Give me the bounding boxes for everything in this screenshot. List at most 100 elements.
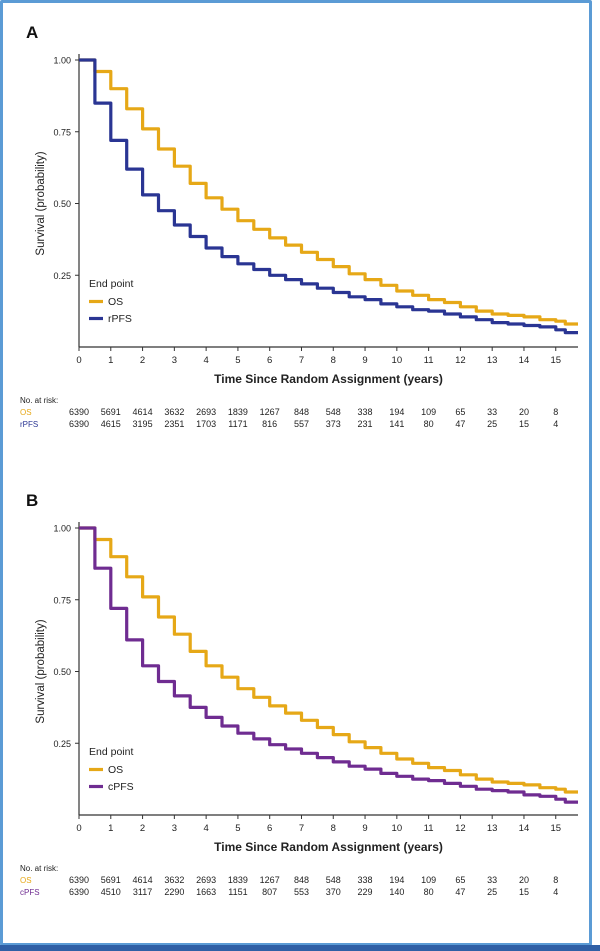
at-risk-value: 5691 — [101, 407, 121, 417]
x-tick-label: 12 — [455, 355, 466, 366]
at-risk-value: 80 — [424, 419, 434, 429]
at-risk-value: 194 — [389, 407, 404, 417]
at-risk-value: 20 — [519, 407, 529, 417]
at-risk-value: 548 — [326, 407, 341, 417]
x-tick-label: 4 — [203, 355, 208, 366]
x-tick-label: 15 — [550, 823, 561, 834]
at-risk-row-label: OS — [20, 408, 32, 417]
at-risk-value: 3632 — [164, 875, 184, 885]
x-tick-label: 10 — [392, 355, 403, 366]
at-risk-value: 1171 — [228, 419, 247, 429]
x-tick-label: 1 — [108, 355, 113, 366]
at-risk-value: 3195 — [133, 419, 153, 429]
y-axis-label: Survival (probability) — [35, 151, 47, 255]
legend-label-os: OS — [108, 296, 123, 308]
y-tick-label: 0.50 — [53, 667, 71, 677]
at-risk-value: 1663 — [196, 887, 216, 897]
x-tick-label: 0 — [76, 355, 81, 366]
x-tick-label: 13 — [487, 355, 498, 366]
y-tick-label: 1.00 — [53, 524, 71, 534]
at-risk-value: 4615 — [101, 419, 121, 429]
x-axis-label: Time Since Random Assignment (years) — [214, 840, 443, 854]
at-risk-value: 2351 — [164, 419, 184, 429]
y-tick-label: 1.00 — [53, 56, 71, 66]
x-tick-label: 5 — [235, 355, 240, 366]
at-risk-value: 6390 — [69, 419, 89, 429]
x-tick-label: 12 — [455, 823, 466, 834]
x-tick-label: 8 — [331, 355, 336, 366]
at-risk-title: No. at risk: — [20, 864, 58, 873]
at-risk-value: 4 — [553, 887, 558, 897]
at-risk-value: 229 — [358, 887, 373, 897]
at-risk-value: 109 — [421, 407, 436, 417]
series-line-cpfs — [79, 526, 578, 804]
x-tick-label: 3 — [172, 823, 177, 834]
x-axis-label: Time Since Random Assignment (years) — [214, 372, 443, 386]
at-risk-value: 3117 — [133, 887, 152, 897]
series-line-os — [79, 526, 578, 794]
at-risk-value: 6390 — [69, 875, 89, 885]
at-risk-value: 338 — [358, 875, 373, 885]
x-tick-label: 6 — [267, 355, 272, 366]
series-line-rpfs — [79, 58, 578, 335]
at-risk-value: 33 — [487, 407, 497, 417]
at-risk-value: 1839 — [228, 875, 248, 885]
x-tick-label: 9 — [362, 355, 367, 366]
at-risk-value: 1151 — [228, 887, 247, 897]
legend-title: End point — [89, 746, 133, 758]
at-risk-value: 1839 — [228, 407, 248, 417]
at-risk-value: 557 — [294, 419, 309, 429]
x-tick-label: 7 — [299, 823, 304, 834]
at-risk-value: 548 — [326, 875, 341, 885]
at-risk-value: 20 — [519, 875, 529, 885]
panel-a: A 1.00 0.75 0.50 0.25 0 1 2 3 4 5 6 7 8 9 10 11 12 13 14 15 T… — [0, 0, 600, 470]
y-tick-label: 0.25 — [53, 739, 71, 749]
at-risk-value: 47 — [455, 419, 465, 429]
x-tick-label: 11 — [424, 823, 434, 834]
at-risk-value: 4614 — [133, 407, 153, 417]
at-risk-value: 816 — [262, 419, 277, 429]
legend-label-cpfs: cPFS — [108, 781, 134, 793]
at-risk-value: 80 — [424, 887, 434, 897]
at-risk-value: 4 — [553, 419, 558, 429]
panel-letter: A — [26, 23, 38, 42]
x-tick-label: 4 — [203, 823, 208, 834]
y-tick-label: 0.75 — [53, 595, 71, 605]
x-tick-label: 6 — [267, 823, 272, 834]
at-risk-value: 6390 — [69, 407, 89, 417]
bottom-border — [0, 945, 600, 951]
at-risk-value: 1703 — [196, 419, 216, 429]
x-tick-label: 3 — [172, 355, 177, 366]
x-tick-label: 10 — [392, 823, 403, 834]
at-risk-row-label: rPFS — [20, 420, 38, 429]
x-tick-label: 2 — [140, 823, 145, 834]
at-risk-value: 140 — [389, 887, 404, 897]
panel-letter: B — [26, 491, 38, 510]
at-risk-value: 2693 — [196, 875, 216, 885]
x-tick-label: 9 — [362, 823, 367, 834]
at-risk-value: 338 — [358, 407, 373, 417]
at-risk-value: 231 — [358, 419, 373, 429]
at-risk-value: 8 — [553, 407, 558, 417]
at-risk-value: 194 — [389, 875, 404, 885]
at-risk-value: 25 — [487, 419, 497, 429]
at-risk-value: 553 — [294, 887, 309, 897]
x-tick-label: 2 — [140, 355, 145, 366]
at-risk-value: 65 — [455, 407, 465, 417]
x-tick-label: 13 — [487, 823, 498, 834]
panel-b: B 1.00 0.75 0.50 0.25 0 1 2 3 4 5 6 7 8 9 10 11 12 13 14 15 T… — [0, 468, 600, 938]
y-tick-label: 0.25 — [53, 271, 71, 281]
at-risk-value: 15 — [519, 887, 529, 897]
at-risk-value: 8 — [553, 875, 558, 885]
km-chart-b: B1.000.750.500.250 1 2 3 4 5 6 7 8 9 10 11 12 13 14 15T… — [20, 491, 578, 897]
at-risk-value: 3632 — [164, 407, 184, 417]
at-risk-value: 109 — [421, 875, 436, 885]
x-tick-label: 7 — [299, 355, 304, 366]
at-risk-value: 1267 — [260, 875, 280, 885]
x-tick-label: 14 — [519, 355, 530, 366]
at-risk-value: 370 — [326, 887, 341, 897]
km-chart-a: A1.000.750.500.250 1 2 3 4 5 6 7 8 9 10 11 12 13 14 15T… — [20, 23, 578, 429]
at-risk-row-label: cPFS — [20, 888, 40, 897]
at-risk-value: 47 — [455, 887, 465, 897]
at-risk-value: 848 — [294, 407, 309, 417]
